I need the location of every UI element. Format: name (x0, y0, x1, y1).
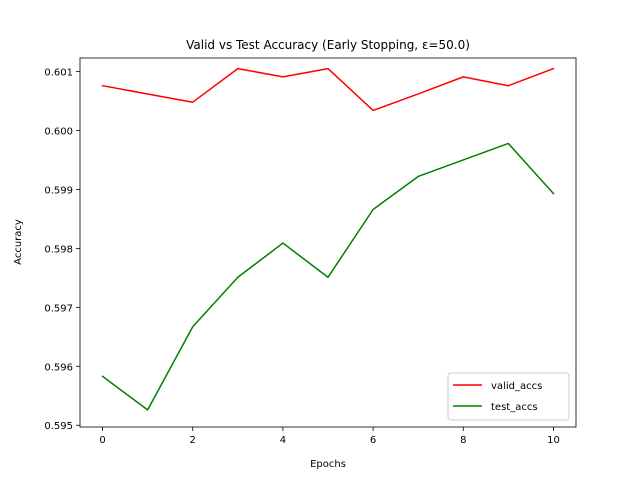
x-axis-label: Epochs (310, 459, 346, 470)
x-tick-label: 10 (547, 435, 560, 446)
legend-label-test-accs: test_accs (491, 402, 538, 413)
legend-label-valid-accs: valid_accs (491, 381, 542, 392)
data-point-test-accs (146, 408, 149, 411)
data-point-test-accs (101, 375, 104, 378)
x-tick-label: 0 (99, 435, 105, 446)
y-axis-label: Accuracy (13, 219, 24, 265)
legend: valid_accs test_accs (447, 372, 570, 421)
x-tick-label: 6 (370, 435, 376, 446)
data-point-test-accs (281, 242, 284, 245)
data-point-test-accs (191, 325, 194, 328)
data-point-valid-accs (236, 67, 239, 70)
data-point-test-accs (507, 142, 510, 145)
data-point-valid-accs (191, 101, 194, 104)
data-point-valid-accs (552, 67, 555, 70)
data-point-test-accs (552, 192, 555, 195)
y-tick-label: 0.600 (44, 127, 73, 138)
data-point-valid-accs (101, 84, 104, 87)
data-point-valid-accs (327, 67, 330, 70)
data-point-test-accs (372, 208, 375, 211)
plot-area (80, 58, 576, 427)
x-axis-ticks: 0 2 4 6 8 10 (99, 427, 560, 446)
y-tick-label: 0.598 (44, 244, 73, 255)
data-point-valid-accs (462, 75, 465, 78)
y-tick-label: 0.601 (44, 68, 73, 79)
y-tick-label: 0.599 (44, 185, 73, 196)
chart-title: Valid vs Test Accuracy (Early Stopping, … (186, 38, 470, 52)
data-point-valid-accs (417, 92, 420, 95)
data-point-valid-accs (372, 109, 375, 112)
y-tick-label: 0.596 (44, 362, 73, 373)
data-point-valid-accs (507, 84, 510, 87)
x-tick-label: 2 (190, 435, 196, 446)
y-tick-label: 0.597 (44, 303, 73, 314)
series-lines (101, 67, 555, 411)
x-tick-label: 8 (460, 435, 466, 446)
data-point-test-accs (327, 276, 330, 279)
data-point-valid-accs (146, 92, 149, 95)
series-line-valid-accs (101, 67, 555, 112)
y-tick-label: 0.595 (44, 421, 73, 432)
data-point-test-accs (236, 276, 239, 279)
data-point-test-accs (417, 175, 420, 178)
data-point-valid-accs (281, 75, 284, 78)
data-point-test-accs (462, 158, 465, 161)
series-line-test-accs (101, 142, 555, 411)
x-tick-label: 4 (280, 435, 286, 446)
y-axis-ticks: 0.595 0.596 0.597 0.598 0.599 0.600 0.601 (44, 68, 80, 432)
plot-frame (79, 57, 577, 428)
